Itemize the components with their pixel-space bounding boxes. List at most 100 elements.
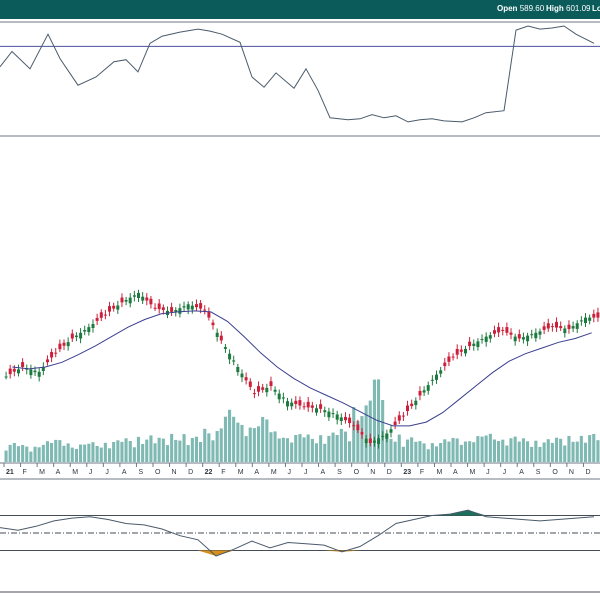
- volume-bar: [302, 437, 306, 462]
- volume-bar: [418, 441, 422, 462]
- candlestick: [41, 367, 45, 371]
- volume-bar: [381, 400, 385, 462]
- candlestick: [455, 349, 459, 355]
- volume-bar: [41, 444, 45, 462]
- candlestick: [66, 342, 70, 347]
- volume-bar: [530, 446, 534, 462]
- volume-bar: [228, 409, 232, 462]
- volume-bar: [323, 443, 327, 462]
- volume-bar: [248, 427, 252, 462]
- axis-tick-label: A: [122, 469, 127, 476]
- candlestick: [87, 327, 91, 333]
- candlestick: [29, 369, 33, 376]
- axis-tick-label: M: [72, 469, 78, 476]
- candlestick: [290, 402, 294, 407]
- volume-bar: [335, 435, 339, 462]
- axis-tick-label: J: [304, 469, 308, 476]
- volume-bar: [12, 443, 16, 462]
- volume-bar: [4, 450, 8, 462]
- candlestick: [33, 370, 37, 373]
- volume-bar: [368, 400, 372, 462]
- candlestick: [517, 334, 521, 339]
- volume-bar: [592, 434, 596, 462]
- volume-bar: [451, 437, 455, 462]
- candlestick: [315, 408, 318, 413]
- candlestick: [195, 304, 198, 308]
- candlestick: [364, 438, 368, 444]
- candlestick: [83, 330, 87, 332]
- volume-bar: [579, 435, 583, 462]
- candlestick: [579, 320, 583, 322]
- volume-bar: [294, 435, 298, 462]
- volume-bar: [66, 443, 70, 462]
- volume-bar: [596, 440, 600, 462]
- volume-bar: [252, 428, 256, 462]
- volume-bar: [70, 447, 74, 462]
- candlestick: [530, 334, 534, 336]
- volume-bar: [406, 439, 410, 462]
- volume-bar: [153, 443, 157, 462]
- axis-tick-label: A: [453, 469, 458, 476]
- volume-bar: [513, 436, 517, 462]
- volume-bar: [488, 433, 492, 462]
- volume-bar: [463, 441, 467, 462]
- candlestick: [555, 321, 558, 328]
- candlestick: [339, 417, 343, 421]
- volume-bar: [563, 445, 567, 462]
- candlestick: [344, 416, 347, 421]
- axis-tick-label: A: [519, 469, 524, 476]
- candlestick: [236, 367, 240, 373]
- volume-bar: [534, 440, 538, 462]
- volume-bar: [447, 441, 451, 462]
- candlestick: [261, 387, 265, 390]
- open-readout: Open 589.60: [497, 4, 544, 13]
- candlestick: [132, 295, 136, 297]
- volume-bar: [285, 438, 289, 462]
- axis-tick-label: S: [337, 469, 342, 476]
- volume-bar: [430, 443, 434, 462]
- moving-average-line: [12, 310, 592, 427]
- candlestick: [335, 414, 339, 420]
- candlestick: [46, 359, 49, 363]
- high-label: High: [546, 4, 564, 13]
- upper-indicator-panel: [0, 21, 600, 137]
- candlestick: [360, 432, 364, 435]
- candlestick: [575, 323, 579, 329]
- axis-tick-label: J: [486, 469, 490, 476]
- volume-bar: [8, 444, 12, 462]
- axis-tick-label: F: [23, 469, 27, 476]
- volume-bar: [54, 439, 58, 462]
- volume-bar: [480, 436, 484, 462]
- oscillator-negative-fill: [324, 550, 342, 552]
- candlestick: [372, 440, 376, 443]
- candlestick: [596, 312, 600, 318]
- candlestick: [497, 327, 501, 333]
- volume-bar: [194, 436, 198, 462]
- candlestick: [385, 433, 389, 439]
- candlestick: [70, 333, 74, 339]
- candlestick: [141, 296, 145, 301]
- candlestick: [178, 308, 182, 314]
- candlestick: [447, 356, 451, 362]
- candlestick: [54, 352, 58, 354]
- axis-tick-label: N: [569, 469, 574, 476]
- candlestick: [435, 374, 438, 380]
- candlestick: [484, 336, 488, 342]
- axis-tick-label: O: [552, 469, 558, 476]
- volume-bar: [37, 447, 41, 462]
- candlestick: [273, 389, 277, 392]
- axis-tick-label: J: [503, 469, 507, 476]
- volume-bar: [240, 424, 244, 462]
- candlestick: [319, 404, 323, 409]
- low-readout: Lo: [592, 4, 600, 13]
- price-panel: [4, 289, 600, 462]
- candlestick: [414, 400, 418, 406]
- candlestick: [546, 323, 550, 329]
- volume-bar: [331, 432, 335, 462]
- volume-bar: [348, 441, 352, 462]
- volume-bar: [389, 438, 393, 462]
- volume-bar: [203, 428, 207, 462]
- candlestick: [95, 318, 99, 321]
- candlestick: [464, 348, 467, 354]
